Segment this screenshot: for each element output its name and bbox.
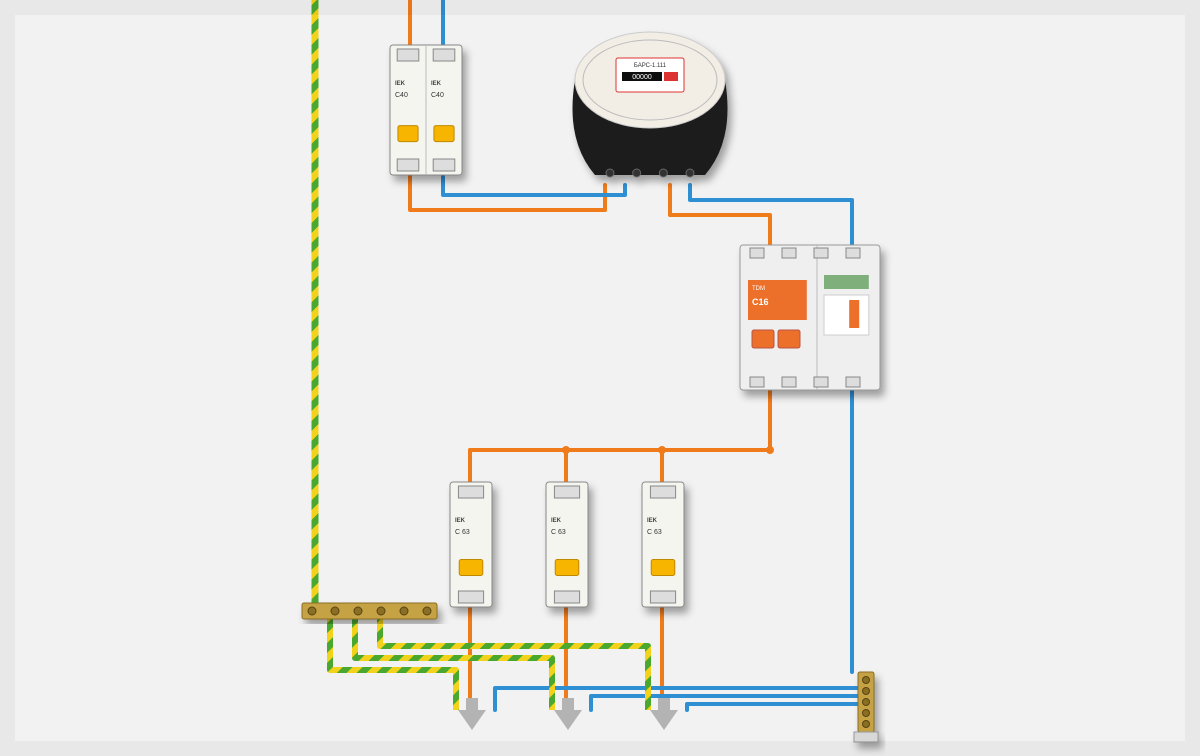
mb-meter-L (410, 175, 605, 210)
breaker-spec: C 63 (455, 529, 470, 536)
load-breaker-2: IEK C 63 (546, 482, 588, 607)
meter-reading: 00000 (632, 74, 652, 81)
load-arrow-3 (650, 698, 678, 730)
rcd-spec: C16 (752, 297, 769, 307)
junction (766, 446, 774, 454)
neutral-busbar (854, 672, 878, 742)
breaker-brand: IEK (455, 518, 466, 524)
n-branch3 (687, 704, 858, 710)
load-arrow-2 (554, 698, 582, 730)
load-breaker-1: IEK C 63 (450, 482, 492, 607)
breaker-spec: C40 (431, 92, 444, 99)
breaker-spec: C40 (395, 92, 408, 99)
pe1 (330, 619, 456, 710)
rcd: TDM C16 (740, 245, 880, 390)
meter-rcd-L (670, 185, 770, 245)
breaker-brand: IEK (431, 81, 442, 87)
pe-busbar (302, 603, 437, 619)
rcd-brand: TDM (752, 286, 765, 292)
breaker-spec: C 63 (551, 529, 566, 536)
energy-meter: БАРС-1.111 00000 (573, 32, 728, 177)
mb-meter-N (443, 175, 625, 195)
load-breaker-3: IEK C 63 (642, 482, 684, 607)
main-breaker: IEK C40 IEK C40 (390, 45, 462, 175)
breaker-brand: IEK (647, 518, 658, 524)
breaker-spec: C 63 (647, 529, 662, 536)
breaker-brand: IEK (551, 518, 562, 524)
breaker-brand: IEK (395, 81, 406, 87)
load-arrow-1 (458, 698, 486, 730)
meter-model: БАРС-1.111 (634, 63, 667, 69)
